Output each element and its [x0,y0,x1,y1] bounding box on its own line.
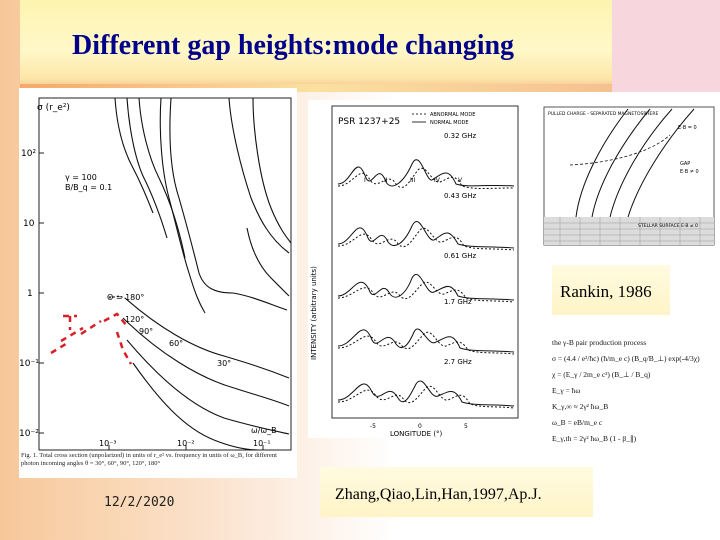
x-axis-label: ω/ω_B [251,426,277,435]
pulsar-name: PSR 1237+25 [338,117,400,127]
gap-label: E·B = 0 [678,125,697,131]
cross-section-figure: σ (r_e²) 10² 10 1 10⁻¹ 10⁻² 10⁻³ 10⁻² 10… [19,88,297,478]
cross-section-curves [108,97,292,451]
gap-label: E·B ≠ 0 [680,169,699,175]
pulse-x-label: LONGITUDE (°) [390,430,443,438]
corner-decoration [612,0,720,92]
slide-date: 12/2/2020 [104,495,175,510]
legend-normal: NORMAL MODE [430,120,469,126]
freq-label: 0.43 GHz [444,192,476,200]
pulse-profile-figure: PSR 1237+25 ABNORMAL MODE NORMAL MODE 0.… [308,100,522,438]
x-tick: 10⁻¹ [253,439,271,448]
equation-line: χ = (E_γ / 2m_e c²) (B_⊥ / B_q) [552,370,651,379]
x-tick: 10⁻² [177,439,195,448]
gap-diagram-figure: PULLED CHARGE - SEPARATED MAGNETOSPHERE … [540,105,718,247]
param-field: B/B_q = 0.1 [65,183,112,192]
gap-label: GAP [680,161,690,167]
figure-caption: Fig. 1. Total cross section (unpolarized… [21,452,277,467]
y-tick: 10 [23,219,35,229]
y-axis-label: σ (r_e²) [37,103,70,113]
pulse-x-tick: 5 [464,423,468,430]
y-tick: 10⁻² [19,429,39,439]
y-tick: 10⁻¹ [19,359,39,369]
pulse-frame [331,105,519,419]
plot-frame [38,97,292,451]
y-tick: 10² [21,149,36,159]
x-tick: 10⁻³ [99,439,117,448]
angle-label: 90° [139,327,153,336]
pulse-x-tick: -5 [370,423,376,430]
zhang-citation: Zhang,Qiao,Lin,Han,1997,Ap.J. [335,486,542,503]
angle-label: 30° [217,359,231,368]
legend-abnormal: ABNORMAL MODE [430,112,475,118]
pulse-x-tick: 0 [418,423,422,430]
component-label: IV [434,177,441,184]
angle-label: 120° [125,315,144,324]
title-band [20,0,612,92]
equations-figure: the γ-B pair production process σ = (4.4… [548,333,704,457]
angle-label: 60° [169,339,183,348]
gap-height-marks [50,312,133,365]
equation-line: E_γ = ħω [552,386,581,395]
profile-curves-normal [337,159,515,407]
angle-label: Θ = 180° [107,293,144,302]
cross-section-plot: σ (r_e²) 10² 10 1 10⁻¹ 10⁻² 10⁻³ 10⁻² 10… [19,97,292,467]
freq-label: 1.7 GHz [444,298,472,306]
equation-line: σ = (4.4 / e²/ħc) (ħ/m_e c) (B_q/B_⊥) ex… [552,354,700,363]
freq-label: 2.7 GHz [444,358,472,366]
freq-label: 0.32 GHz [444,132,476,140]
equation-line: E_γ,th = 2γ² ħω_B (1 - β_∥) [552,434,637,443]
y-tick: 1 [27,289,33,299]
pulse-y-label: INTENSITY (arbitrary units) [310,266,318,360]
component-label: III [410,177,416,184]
param-gamma: γ = 100 [65,173,97,182]
component-label: I [364,177,366,184]
zhang-citation-box: Zhang,Qiao,Lin,Han,1997,Ap.J. [320,467,593,517]
gap-label: PULLED CHARGE - SEPARATED MAGNETOSPHERE [548,111,658,117]
equation-line: ω_B = eB/m_e c [552,418,603,427]
field-lines [575,108,695,218]
freq-label: 0.61 GHz [444,252,476,260]
equation-line: K_γ,∞ ≈ 2γ² ħω_B [552,402,609,411]
component-label: V [458,177,463,184]
gap-diagram: PULLED CHARGE - SEPARATED MAGNETOSPHERE … [543,106,715,246]
slide-title: Different gap heights:mode changing [72,30,515,61]
gap-label: STELLAR SURFACE E·B ≠ 0 [638,223,698,229]
rankin-citation: Rankin, 1986 [560,282,652,301]
equations-heading: the γ-B pair production process [552,338,647,347]
rankin-citation-box: Rankin, 1986 [552,265,670,315]
pulse-profile-plot: PSR 1237+25 ABNORMAL MODE NORMAL MODE 0.… [310,105,519,438]
stellar-surface [544,217,714,245]
profile-curves-abnormal [337,167,515,409]
